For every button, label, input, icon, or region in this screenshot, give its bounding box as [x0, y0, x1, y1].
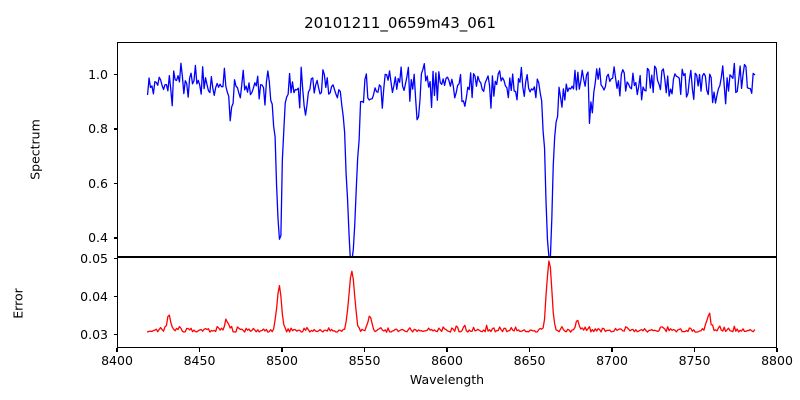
x-tick-label: 8500 — [266, 353, 298, 368]
x-axis-label: Wavelength — [409, 372, 485, 387]
spectrum-plot-area — [117, 42, 777, 257]
spectrum-y-tick — [113, 128, 117, 130]
error-y-axis-label: Error — [10, 288, 26, 319]
spectrum-y-axis-label: Spectrum — [27, 119, 43, 180]
x-tick — [776, 348, 778, 352]
error-y-tick-label: 0.04 — [80, 288, 108, 304]
spectrum-y-tick-label: 0.6 — [88, 175, 108, 191]
error-y-tick — [113, 334, 117, 336]
x-tick-label: 8450 — [183, 353, 216, 368]
page-title: 20101211_0659m43_061 — [304, 14, 496, 32]
x-tick — [281, 348, 283, 352]
x-tick-label: 8650 — [513, 353, 546, 368]
x-tick — [611, 348, 613, 352]
error-y-tick-label: 0.03 — [80, 326, 108, 342]
spectrum-y-tick — [113, 237, 117, 239]
spectrum-y-tick-label: 0.8 — [88, 121, 108, 137]
error-series — [146, 260, 756, 333]
x-tick — [363, 348, 366, 352]
x-tick-label: 8750 — [678, 353, 711, 368]
x-tick — [116, 348, 118, 352]
x-tick-label: 8600 — [431, 353, 463, 368]
error-y-tick-label: 0.05 — [80, 250, 108, 266]
spectrum-series — [146, 62, 756, 256]
x-tick-label: 8550 — [348, 353, 381, 368]
spectrum-y-tick-label: 0.4 — [88, 229, 108, 245]
x-tick-label: 8800 — [761, 353, 793, 368]
spectrum-y-tick-label: 1.0 — [88, 66, 108, 82]
x-tick-label: 8400 — [101, 353, 133, 368]
x-tick — [528, 348, 531, 352]
error-y-tick — [113, 296, 117, 298]
spectrum-y-tick — [113, 74, 117, 76]
spectrum-y-tick — [113, 182, 117, 185]
error-plot-area — [117, 257, 777, 348]
error-y-tick — [113, 258, 117, 260]
x-tick — [693, 348, 696, 352]
x-tick-label: 8700 — [596, 353, 628, 368]
x-tick — [446, 348, 448, 352]
x-tick — [198, 348, 201, 352]
